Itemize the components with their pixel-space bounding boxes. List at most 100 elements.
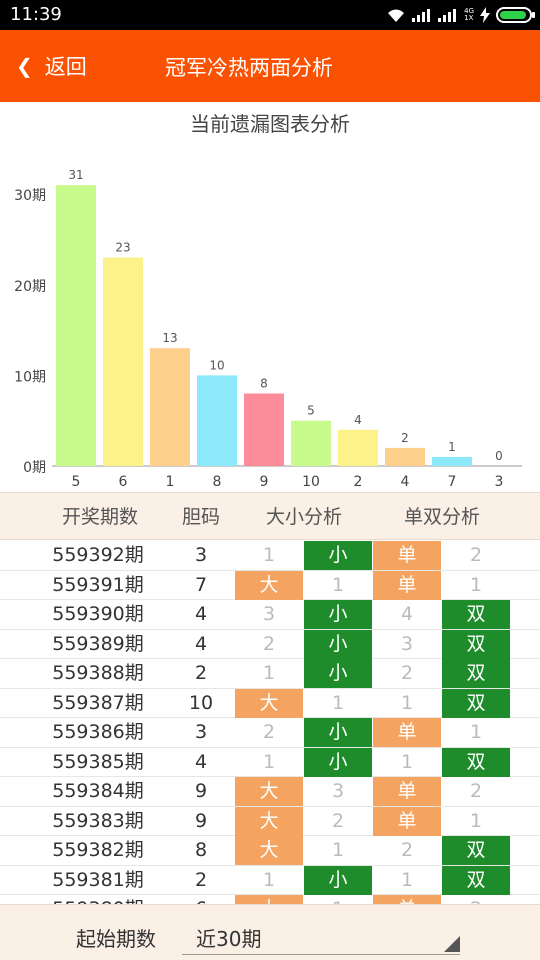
small-cell: 小: [304, 629, 372, 659]
big-cell: 大: [235, 836, 303, 865]
dan-cell: 2: [194, 868, 208, 891]
small-cell: 小: [304, 718, 372, 747]
big-cell: 大: [235, 570, 303, 600]
bar-value-label: 23: [115, 241, 130, 255]
odd-cell: 4: [400, 603, 414, 625]
table-row: 559392期 3 1 小单 2: [0, 541, 540, 571]
dan-cell: 4: [194, 632, 208, 655]
table-row: 559383期 9 大 2 单 1: [0, 806, 540, 836]
battery-icon: [496, 7, 535, 23]
big-cell: 大: [235, 806, 303, 836]
period-cell: 559381期: [52, 868, 144, 891]
x-tick-label: 10: [302, 474, 320, 490]
dan-cell: 3: [194, 721, 208, 743]
bar-value-label: 0: [495, 449, 503, 463]
table-row: 559388期 2 1 小 2 双: [0, 659, 540, 689]
big-cell: 2: [262, 721, 276, 743]
back-label: 返回: [44, 55, 87, 79]
small-cell: 1: [331, 691, 345, 714]
dan-cell: 2: [194, 662, 208, 684]
odd-cell: 1: [400, 750, 414, 773]
dan-cell: 3: [194, 544, 208, 566]
status-bar: 11:39 4G 1X: [0, 0, 540, 30]
small-cell: 小: [304, 747, 372, 777]
chart-bar: [56, 185, 96, 466]
bar-value-label: 31: [68, 168, 83, 182]
table-row: 559382期 8 大 1 2 双: [0, 836, 540, 866]
table-row: 559385期 4 1 小 1 双: [0, 747, 540, 777]
big-cell: 1: [262, 662, 276, 684]
even-cell: 双: [442, 836, 510, 865]
big-cell: 大: [235, 777, 303, 806]
dan-cell: 7: [194, 573, 208, 596]
y-tick-label: 20期: [14, 279, 46, 295]
small-cell: 小: [304, 541, 372, 570]
wifi-icon: [388, 9, 405, 22]
table-row: 559380期 6大1单2: [0, 895, 540, 904]
start-period-value: 近30期: [196, 927, 262, 951]
even-cell: 双: [442, 865, 510, 895]
big-cell: 大: [235, 688, 303, 718]
start-period-label: 起始期数: [76, 927, 156, 951]
chart-bar: [244, 393, 284, 466]
even-cell: 双: [442, 600, 510, 629]
page-title: 冠军冷热两面分析: [165, 56, 333, 80]
even-cell: 1: [469, 809, 483, 832]
small-cell: 小: [304, 659, 372, 688]
period-cell: 559385期: [52, 750, 144, 773]
dan-cell: 10: [188, 691, 214, 714]
signal-icon-2: [438, 9, 457, 22]
table-row: 559391期 7 大 1 单 1: [0, 570, 540, 600]
small-cell: 1: [331, 839, 345, 861]
period-cell: 559390期: [52, 603, 144, 625]
odd-cell: 2: [400, 662, 414, 684]
chart-bar: [103, 257, 143, 466]
x-tick-label: 1: [166, 474, 175, 490]
y-tick-label: 10期: [14, 369, 46, 385]
chart-bar: [338, 429, 378, 466]
status-icons: 4G 1X: [386, 6, 535, 24]
dan-cell: 4: [194, 603, 208, 625]
back-button[interactable]: ❮ 返回: [16, 50, 87, 82]
period-cell: 559383期: [52, 809, 144, 832]
even-cell: 双: [442, 659, 510, 688]
period-cell: 559384期: [52, 780, 144, 802]
x-tick-label: 9: [260, 474, 269, 490]
small-cell: 1: [304, 895, 372, 904]
bar-value-label: 5: [307, 404, 315, 418]
bar-value-label: 8: [260, 377, 268, 391]
odd-cell: 2: [400, 839, 414, 861]
x-tick-label: 6: [119, 474, 128, 490]
small-cell: 小: [304, 600, 372, 629]
chart-bar: [385, 447, 425, 466]
app-bar: ❮ 返回 冠军冷热两面分析: [0, 30, 540, 102]
bar-value-label: 13: [162, 331, 177, 345]
period-cell: 559386期: [52, 721, 144, 743]
even-cell: 2: [469, 780, 483, 802]
odd-cell: 单: [373, 895, 441, 904]
even-cell: 2: [469, 544, 483, 566]
even-cell: 1: [469, 721, 483, 743]
footer-bar: 起始期数 近30期: [0, 904, 540, 960]
dropdown-triangle-icon: [444, 936, 460, 952]
results-table[interactable]: 559392期 3 1 小单 2 559391期 7 大 1 单 1 559390期 4 3 小 4 双 5593…: [0, 541, 540, 904]
dan-cell: 9: [194, 780, 208, 802]
table-row: 559390期 4 3 小 4 双: [0, 600, 540, 630]
big-cell: 1: [262, 544, 276, 566]
x-tick-label: 4: [401, 474, 410, 490]
period-cell: 559387期: [52, 691, 144, 714]
big-cell: 1: [262, 868, 276, 891]
y-tick-label: 0期: [23, 460, 46, 476]
period-cell: 559392期: [52, 544, 144, 566]
small-cell: 2: [331, 809, 345, 832]
small-cell: 3: [331, 780, 345, 802]
bar-value-label: 10: [209, 358, 224, 372]
table-row: 559381期 2 1 小 1 双: [0, 865, 540, 895]
big-cell: 2: [262, 632, 276, 655]
charging-icon: [480, 7, 490, 23]
start-period-select[interactable]: 近30期: [182, 915, 460, 955]
x-tick-label: 8: [213, 474, 222, 490]
network-type: 4G 1X: [464, 7, 474, 22]
table-header: 开奖期数 胆码 大小分析 单双分析: [0, 492, 540, 540]
header-period: 开奖期数: [61, 506, 138, 528]
